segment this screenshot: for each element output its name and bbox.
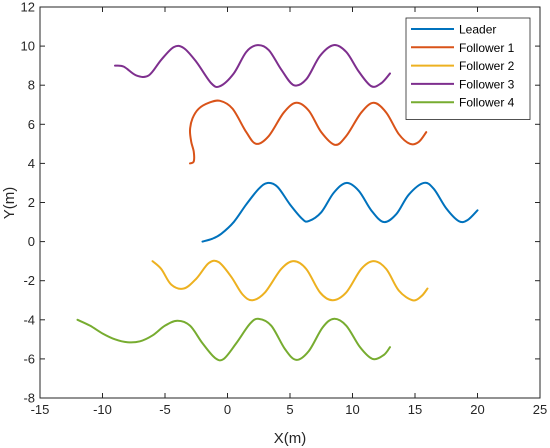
x-tick-label: 10 bbox=[345, 402, 359, 417]
x-tick-label: -15 bbox=[31, 402, 50, 417]
series-line-follower-3 bbox=[114, 44, 391, 89]
y-tick-label: 4 bbox=[28, 156, 35, 171]
y-tick-label: 6 bbox=[28, 117, 35, 132]
x-tick-label: 20 bbox=[470, 402, 484, 417]
series-line-leader bbox=[201, 181, 479, 243]
x-tick-label: 5 bbox=[286, 402, 293, 417]
legend-label-follower-1: Follower 1 bbox=[459, 41, 515, 55]
x-tick-label: -5 bbox=[159, 402, 171, 417]
ticks-layer: -15 -10 -5 0 5 10 15 20 25 -8 -6 -4 -2 0 2 4 6 8 10 12 bbox=[21, 0, 548, 417]
legend-label-follower-3: Follower 3 bbox=[459, 77, 515, 91]
legend: Leader Follower 1 Follower 2 Follower 3 Foll… bbox=[405, 17, 531, 120]
series-line-follower-2 bbox=[151, 259, 429, 302]
series-layer bbox=[76, 44, 479, 362]
y-tick-label: 2 bbox=[28, 195, 35, 210]
y-tick-label: -4 bbox=[23, 312, 35, 327]
x-axis-label: X(m) bbox=[274, 430, 307, 447]
x-tick-label: -10 bbox=[93, 402, 112, 417]
legend-label-follower-4: Follower 4 bbox=[459, 96, 515, 110]
y-tick-label: -6 bbox=[23, 351, 35, 366]
legend-box bbox=[405, 17, 531, 120]
y-tick-label: 8 bbox=[28, 78, 35, 93]
series-line-follower-4 bbox=[76, 317, 391, 362]
x-tick-label: 0 bbox=[224, 402, 231, 417]
y-tick-label: -8 bbox=[23, 391, 35, 406]
x-tick-label: 25 bbox=[533, 402, 547, 417]
y-axis-label: Y(m) bbox=[1, 187, 18, 220]
y-tick-label: 0 bbox=[28, 234, 35, 249]
legend-label-leader: Leader bbox=[459, 23, 496, 37]
series-line-follower-1 bbox=[188, 99, 428, 165]
y-tick-label: -2 bbox=[23, 273, 35, 288]
x-tick-label: 15 bbox=[408, 402, 422, 417]
legend-label-follower-2: Follower 2 bbox=[459, 59, 515, 73]
y-tick-label: 12 bbox=[21, 0, 35, 15]
y-tick-label: 10 bbox=[21, 39, 35, 54]
